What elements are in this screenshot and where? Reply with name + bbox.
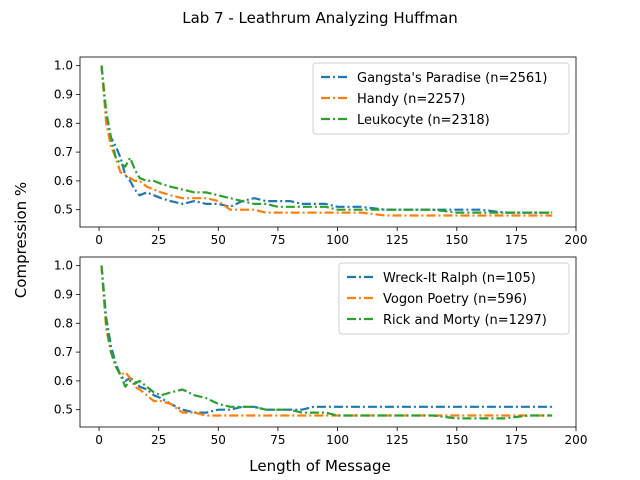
x-tick-label: 0 [95,433,103,447]
legend-entry-1: Wreck-It Ralph (n=105) [383,271,536,286]
y-tick-label: 0.6 [54,374,73,388]
top-subplot: 0 25 50 75 100 125 150 175 200 0.5 0.6 0.7 0.8 0.9 1.0… [54,56,588,247]
axes-frame [79,256,577,428]
y-tick-label: 0.8 [54,316,73,330]
x-tick-label: 75 [270,433,285,447]
x-tick-label: 50 [211,233,226,247]
legend-entry-2: Vogon Poetry (n=596) [383,292,527,307]
y-tick-label: 0.7 [54,345,73,359]
x-tick-label: 100 [326,233,349,247]
bottom-subplot: 0 25 50 75 100 125 150 175 200 0.5 0.6 0.7 0.8 0.9 1.0… [54,256,588,447]
series-line-3 [100,265,553,420]
axes-frame [79,56,577,228]
x-tick-label: 25 [151,433,166,447]
x-tick-label: 125 [386,433,409,447]
series-group [100,265,553,420]
y-tick-label: 0.9 [54,287,73,301]
series-group [100,65,553,217]
legend-entry-3: Rick and Morty (n=1297) [383,313,547,328]
x-tick-label: 175 [505,433,528,447]
legend-entry-2: Handy (n=2257) [357,92,465,107]
y-tick-label: 1.0 [54,259,73,273]
figure-title: Lab 7 - Leathrum Analyzing Huffman [182,9,458,27]
x-tick-label: 25 [151,233,166,247]
x-tick-label: 100 [326,433,349,447]
x-tick-label: 200 [565,233,588,247]
series-line-2 [100,65,553,217]
x-axis-label: Length of Message [249,457,390,475]
series-line-1 [100,65,553,214]
y-tick-label: 0.6 [54,174,73,188]
legend-entry-1: Gangsta's Paradise (n=2561) [357,71,548,86]
x-tick-label: 200 [565,433,588,447]
x-tick-label: 150 [445,433,468,447]
legend-entry-3: Leukocyte (n=2318) [357,113,490,128]
legend-box [312,62,570,135]
series-line-3 [100,65,553,214]
x-tick-label: 150 [445,233,468,247]
y-tick-label: 0.5 [54,203,73,217]
x-tick-label: 50 [211,433,226,447]
x-tick-label: 0 [95,233,103,247]
y-tick-label: 0.8 [54,116,73,130]
y-tick-label: 1.0 [54,59,73,73]
y-tick-label: 0.7 [54,145,73,159]
x-tick-label: 175 [505,233,528,247]
y-axis-label: Compression % [12,182,30,298]
legend-box [338,262,570,335]
x-tick-label: 125 [386,233,409,247]
y-tick-label: 0.9 [54,87,73,101]
x-tick-label: 75 [270,233,285,247]
y-tick-label: 0.5 [54,403,73,417]
